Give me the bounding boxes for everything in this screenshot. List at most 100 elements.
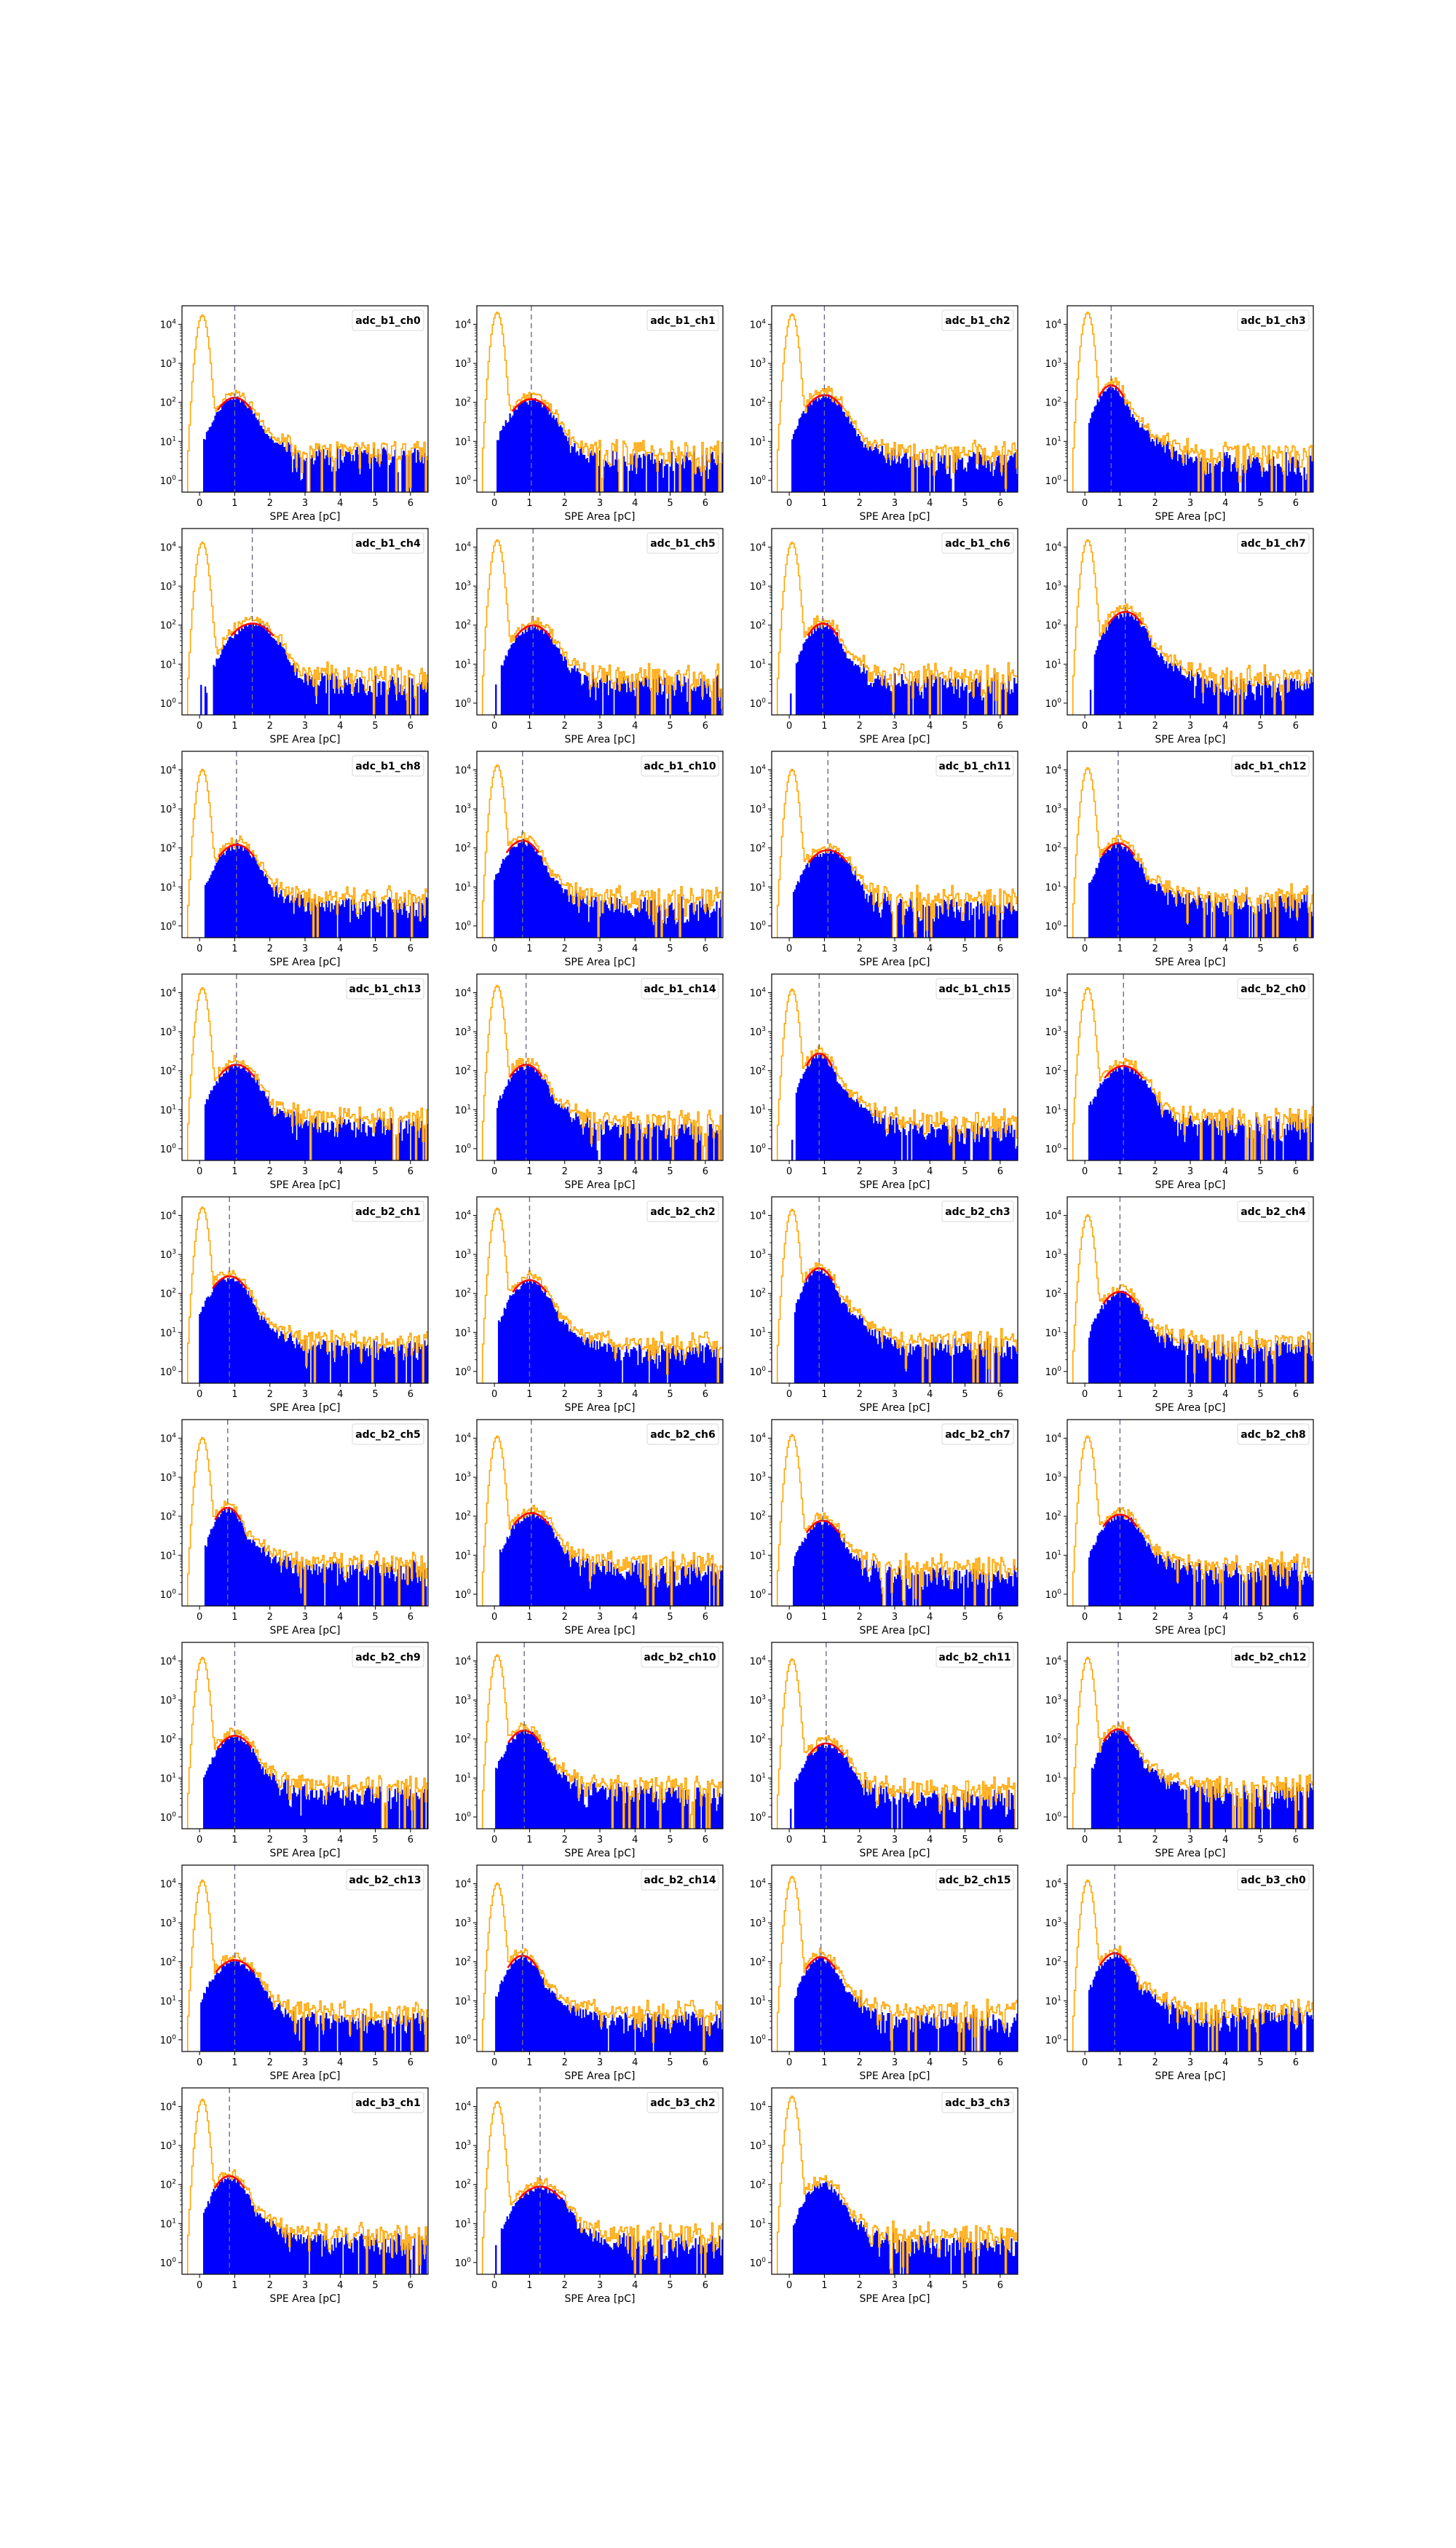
signal-bar	[1305, 480, 1307, 492]
signal-bar	[951, 1589, 954, 1606]
signal-bar	[1130, 1517, 1133, 1606]
y-tick-label: 101	[160, 881, 176, 893]
signal-bar	[279, 642, 281, 715]
signal-bar	[607, 1343, 609, 1383]
signal-bar	[1101, 856, 1103, 938]
signal-bar	[908, 1352, 910, 1383]
x-tick-label: 4	[927, 943, 933, 954]
signal-bar	[523, 1281, 526, 1383]
signal-bar	[1250, 684, 1252, 715]
signal-bar	[269, 1105, 272, 1160]
signal-bar	[542, 405, 545, 492]
signal-bar	[350, 899, 353, 938]
signal-bar	[296, 668, 298, 715]
signal-bar	[681, 1568, 683, 1606]
signal-bar	[249, 624, 252, 715]
signal-bar	[1288, 692, 1290, 715]
signal-bar	[719, 700, 721, 715]
signal-bar	[544, 1518, 547, 1606]
signal-bar	[1112, 387, 1115, 492]
signal-bar	[571, 895, 573, 938]
signal-bar	[223, 403, 225, 492]
signal-bar	[878, 1331, 881, 1383]
signal-bar	[902, 1125, 904, 1160]
signal-bar	[424, 1340, 426, 1383]
signal-bar	[548, 414, 550, 492]
signal-bar	[925, 1344, 927, 1383]
signal-bar	[1289, 1117, 1291, 1160]
signal-bar	[329, 911, 332, 938]
signal-bar	[566, 1324, 569, 1383]
signal-bar	[1119, 395, 1121, 492]
signal-bar	[1171, 665, 1174, 715]
signal-bar	[1188, 671, 1190, 715]
x-tick-label: 1	[526, 1612, 532, 1623]
signal-bar	[215, 1081, 218, 1160]
signal-bar	[1152, 1093, 1155, 1160]
signal-bar	[262, 429, 264, 492]
signal-bar	[816, 401, 819, 492]
signal-bar	[249, 1297, 252, 1383]
signal-bar	[1093, 874, 1096, 938]
signal-bar	[1130, 851, 1133, 938]
signal-bar	[1155, 1337, 1158, 1383]
signal-bar	[855, 1099, 858, 1160]
signal-bar	[704, 470, 707, 492]
x-tick-label: 4	[337, 1389, 343, 1400]
signal-bar	[628, 1356, 630, 1383]
signal-bar	[1102, 1081, 1104, 1160]
signal-bar	[1174, 1122, 1176, 1160]
signal-bar	[363, 450, 365, 492]
signal-bar	[1161, 890, 1163, 938]
signal-bar	[971, 456, 973, 492]
signal-bar	[995, 1577, 997, 1606]
signal-bar	[255, 622, 257, 715]
signal-bar	[1302, 690, 1304, 715]
signal-bar	[1293, 678, 1296, 715]
signal-bar	[416, 449, 419, 492]
signal-bar	[1251, 461, 1254, 492]
signal-bar	[366, 695, 368, 715]
signal-bar	[669, 466, 671, 492]
x-tick-label: 0	[1082, 943, 1088, 954]
signal-bar	[550, 877, 552, 938]
signal-bar	[989, 906, 992, 938]
signal-bar	[695, 1572, 697, 1606]
signal-bar	[1234, 695, 1237, 715]
signal-bar	[1216, 1128, 1219, 1160]
signal-bar	[640, 682, 642, 715]
signal-bar	[1169, 1110, 1172, 1160]
signal-bar	[1126, 1519, 1128, 1606]
signal-bar	[1163, 1110, 1165, 1160]
signal-bar	[506, 422, 508, 492]
signal-bar	[858, 667, 861, 715]
signal-bar	[339, 1574, 341, 1606]
signal-bar	[811, 630, 813, 715]
panel-title: adc_b1_ch14	[644, 984, 716, 995]
signal-bar	[360, 678, 363, 715]
signal-bar	[323, 907, 325, 938]
signal-bar	[345, 451, 347, 492]
signal-bar	[524, 400, 526, 492]
signal-bar	[818, 857, 820, 938]
signal-bar	[1104, 633, 1106, 715]
signal-bar	[864, 673, 866, 715]
signal-bar	[1161, 447, 1163, 492]
signal-bar	[1312, 1116, 1313, 1160]
signal-bar	[205, 882, 208, 938]
signal-bar	[633, 1123, 635, 1160]
signal-bar	[255, 859, 257, 938]
signal-bar	[1150, 638, 1152, 715]
signal-bar	[297, 1344, 299, 1383]
signal-bar	[204, 1300, 207, 1383]
signal-bar	[916, 1344, 919, 1383]
signal-bar	[610, 897, 612, 938]
signal-bar	[1089, 882, 1092, 938]
signal-bar	[1297, 902, 1300, 938]
x-tick-label: 0	[1082, 721, 1088, 732]
x-tick-label: 3	[892, 1612, 898, 1623]
signal-bar	[633, 1347, 635, 1383]
y-tick-label: 101	[455, 658, 471, 670]
signal-bar	[290, 1115, 293, 1160]
